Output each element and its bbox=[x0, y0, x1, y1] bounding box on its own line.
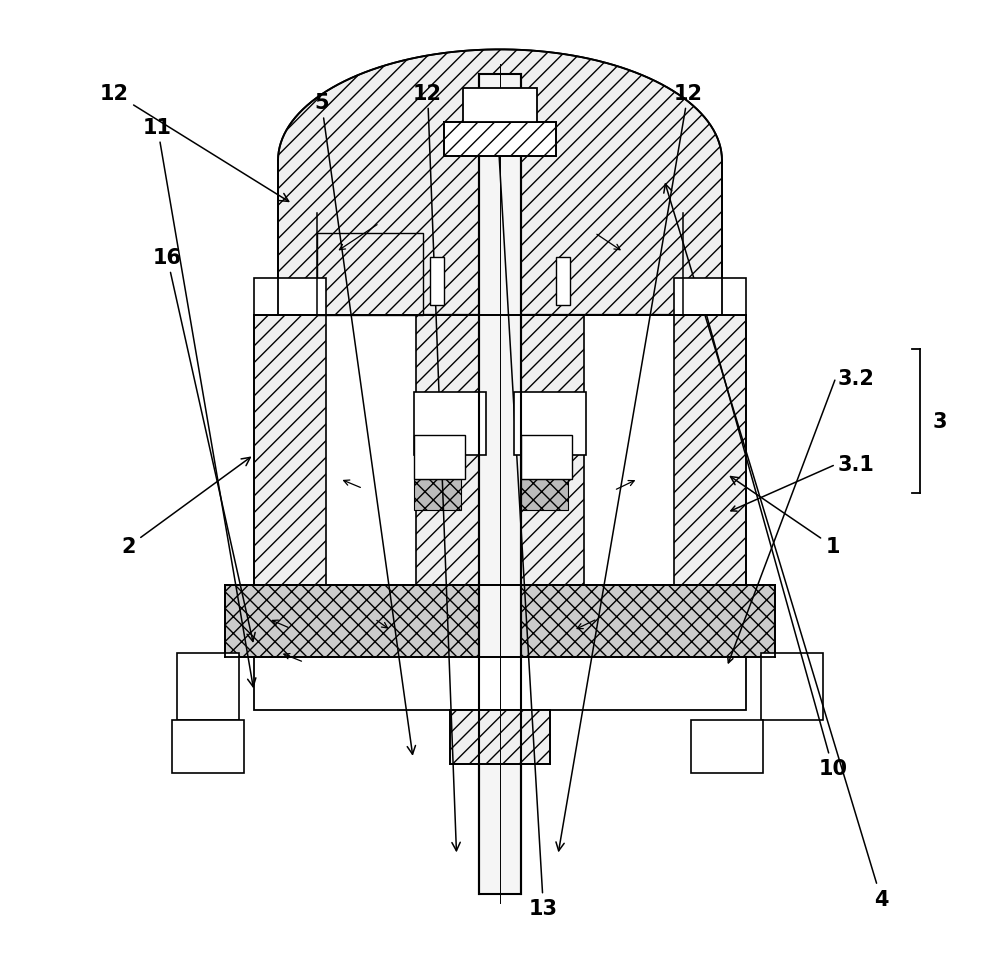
FancyBboxPatch shape bbox=[521, 316, 584, 586]
Text: 16: 16 bbox=[153, 247, 255, 642]
Text: 5: 5 bbox=[314, 93, 415, 754]
FancyBboxPatch shape bbox=[177, 653, 239, 721]
Text: 1: 1 bbox=[731, 477, 840, 556]
FancyBboxPatch shape bbox=[479, 74, 521, 894]
FancyBboxPatch shape bbox=[521, 479, 568, 511]
Text: 12: 12 bbox=[413, 84, 460, 851]
FancyBboxPatch shape bbox=[172, 721, 244, 774]
FancyBboxPatch shape bbox=[254, 279, 326, 316]
Text: 3.2: 3.2 bbox=[838, 368, 875, 388]
FancyBboxPatch shape bbox=[674, 279, 746, 316]
FancyBboxPatch shape bbox=[444, 122, 556, 156]
FancyBboxPatch shape bbox=[317, 234, 423, 316]
Text: 12: 12 bbox=[99, 84, 289, 202]
Text: 13: 13 bbox=[494, 127, 558, 918]
FancyBboxPatch shape bbox=[414, 436, 465, 479]
FancyBboxPatch shape bbox=[225, 586, 775, 658]
FancyBboxPatch shape bbox=[414, 392, 486, 455]
FancyBboxPatch shape bbox=[556, 257, 570, 306]
FancyBboxPatch shape bbox=[674, 316, 746, 586]
Text: 4: 4 bbox=[664, 185, 888, 909]
FancyBboxPatch shape bbox=[691, 721, 763, 774]
FancyBboxPatch shape bbox=[463, 89, 537, 122]
FancyBboxPatch shape bbox=[416, 316, 479, 586]
FancyBboxPatch shape bbox=[761, 653, 823, 721]
Text: 12: 12 bbox=[556, 84, 703, 851]
FancyBboxPatch shape bbox=[254, 316, 326, 586]
Text: 3.1: 3.1 bbox=[838, 455, 875, 475]
FancyBboxPatch shape bbox=[521, 436, 572, 479]
Text: 2: 2 bbox=[121, 458, 250, 556]
Text: 10: 10 bbox=[697, 289, 847, 778]
Polygon shape bbox=[278, 50, 722, 316]
FancyBboxPatch shape bbox=[414, 479, 461, 511]
Text: 3: 3 bbox=[932, 412, 947, 431]
FancyBboxPatch shape bbox=[254, 658, 746, 711]
FancyBboxPatch shape bbox=[430, 257, 444, 306]
FancyBboxPatch shape bbox=[514, 392, 586, 455]
FancyBboxPatch shape bbox=[450, 711, 550, 764]
Text: 11: 11 bbox=[143, 117, 256, 688]
